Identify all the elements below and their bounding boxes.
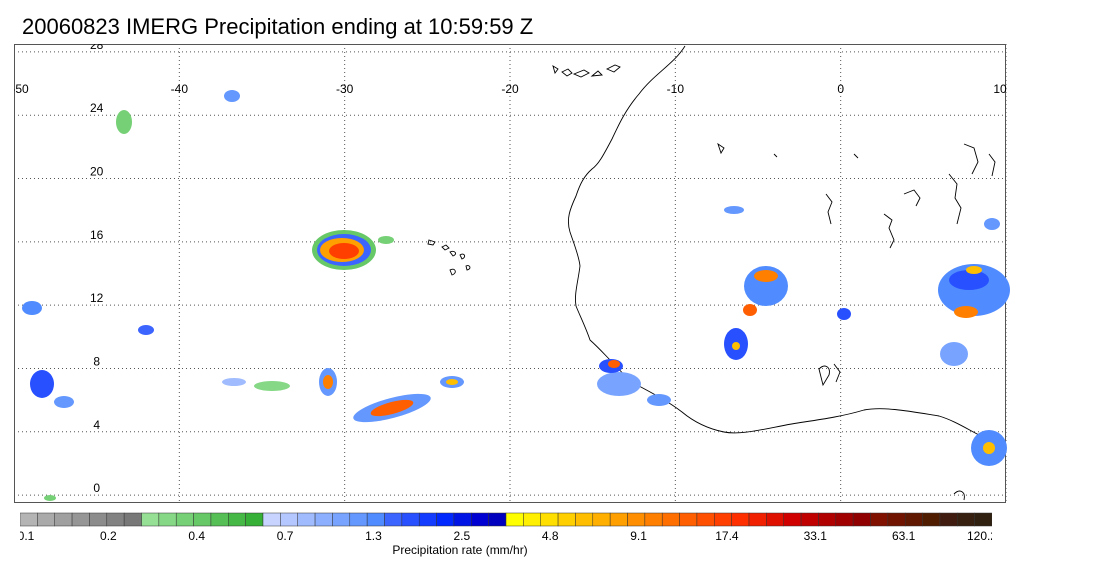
precipitation-map: -50 -40 -30 -20 -10 0 10 0 4 8 12 16 20 24 28 [14, 44, 1010, 503]
colorbar-swatch [540, 512, 559, 527]
lon-tick-label: -10 [667, 82, 685, 96]
colorbar-swatch [175, 512, 194, 527]
colorbar-swatch [401, 512, 420, 527]
colorbar-swatch [766, 512, 784, 527]
colorbar-swatch [471, 512, 489, 527]
colorbar-swatch [453, 512, 472, 527]
colorbar-swatch [384, 512, 403, 527]
precipitation-cells [22, 90, 1010, 501]
colorbar-tick-label: 63.1 [892, 529, 916, 543]
colorbar-swatch [71, 512, 90, 527]
colorbar-swatch [193, 512, 212, 527]
colorbar-swatch [939, 512, 958, 527]
colorbar-swatch [644, 512, 663, 527]
colorbar-swatch [714, 512, 732, 527]
colorbar-tick-label: 0.7 [277, 529, 294, 543]
colorbar-swatch [418, 512, 437, 527]
colorbar-swatch [158, 512, 177, 527]
colorbar-swatch [280, 512, 298, 527]
lat-tick-label: 24 [90, 101, 104, 115]
colorbar-swatch [575, 512, 594, 527]
colorbar-swatch [957, 512, 975, 527]
colorbar-swatch [89, 512, 108, 527]
colorbar-swatch [37, 512, 55, 527]
coastline [427, 45, 1007, 501]
colorbar-swatch [974, 512, 992, 527]
colorbar-swatch [505, 512, 524, 527]
colorbar-swatch [141, 512, 160, 527]
colorbar-tick-label: 17.4 [715, 529, 739, 543]
colorbar-swatch [800, 512, 819, 527]
colorbar-swatch [210, 512, 229, 527]
colorbar: 0.1 0.2 0.4 0.7 1.3 2.5 4.8 9.1 17.4 33.1 63.1 120.… [20, 512, 992, 557]
colorbar-swatch [228, 512, 246, 527]
colorbar-swatch [748, 512, 767, 527]
colorbar-swatch [835, 512, 854, 527]
lon-tick-label: -40 [171, 82, 189, 96]
lat-tick-label: 16 [90, 228, 104, 242]
colorbar-swatch [731, 512, 750, 527]
colorbar-swatch [887, 512, 906, 527]
lat-tick-label: 12 [90, 291, 104, 305]
colorbar-swatch [106, 512, 125, 527]
lon-tick-label: -20 [501, 82, 519, 96]
colorbar-swatch [314, 512, 333, 527]
colorbar-swatch [262, 512, 281, 527]
colorbar-swatch [661, 512, 680, 527]
colorbar-swatch [696, 512, 715, 527]
colorbar-swatch [54, 512, 73, 527]
colorbar-swatch [123, 512, 142, 527]
colorbar-tick-label: 0.4 [188, 529, 205, 543]
colorbar-swatch [20, 512, 38, 527]
lat-tick-label: 8 [93, 354, 100, 368]
colorbar-swatch [488, 512, 507, 527]
colorbar-swatch [297, 512, 316, 527]
lat-tick-label: 4 [93, 418, 100, 432]
colorbar-tick-label: 0.2 [100, 529, 117, 543]
colorbar-swatch [592, 512, 611, 527]
map-title: 20060823 IMERG Precipitation ending at 1… [22, 14, 534, 39]
lon-tick-label: -50 [14, 82, 29, 96]
colorbar-tick-label: 2.5 [453, 529, 470, 543]
colorbar-swatches [20, 512, 992, 527]
lat-tick-label: 0 [93, 481, 100, 495]
colorbar-tick-label: 4.8 [542, 529, 559, 543]
colorbar-tick-label: 120.2 [967, 529, 992, 543]
colorbar-swatch [870, 512, 889, 527]
gridlines [14, 44, 1007, 503]
colorbar-swatch [679, 512, 698, 527]
colorbar-swatch [366, 512, 385, 527]
colorbar-tick-label: 33.1 [804, 529, 828, 543]
colorbar-label: Precipitation rate (mm/hr) [392, 543, 527, 557]
colorbar-swatch [349, 512, 368, 527]
map-border [14, 44, 1006, 503]
colorbar-swatch [523, 512, 541, 527]
colorbar-swatch [627, 512, 646, 527]
colorbar-swatch [783, 512, 802, 527]
colorbar-tick-label: 1.3 [365, 529, 382, 543]
colorbar-swatch [852, 512, 871, 527]
lon-tick-label: 10 [993, 82, 1007, 96]
lat-tick-label: 28 [90, 44, 104, 52]
colorbar-tick-label: 0.1 [20, 529, 35, 543]
colorbar-swatch [609, 512, 628, 527]
colorbar-swatch [904, 512, 923, 527]
colorbar-swatch [332, 512, 351, 527]
lon-tick-label: -30 [336, 82, 354, 96]
colorbar-tick-label: 9.1 [630, 529, 647, 543]
axis-labels: -50 -40 -30 -20 -10 0 10 0 4 8 12 16 20 24 28 [14, 44, 1007, 495]
colorbar-swatch [557, 512, 576, 527]
colorbar-tick-labels: 0.1 0.2 0.4 0.7 1.3 2.5 4.8 9.1 17.4 33.1 63.1 120.… [20, 529, 992, 543]
lat-tick-label: 20 [90, 165, 104, 179]
colorbar-swatch [818, 512, 837, 527]
colorbar-swatch [436, 512, 455, 527]
lon-tick-label: 0 [837, 82, 844, 96]
colorbar-swatch [245, 512, 264, 527]
colorbar-swatch [922, 512, 941, 527]
